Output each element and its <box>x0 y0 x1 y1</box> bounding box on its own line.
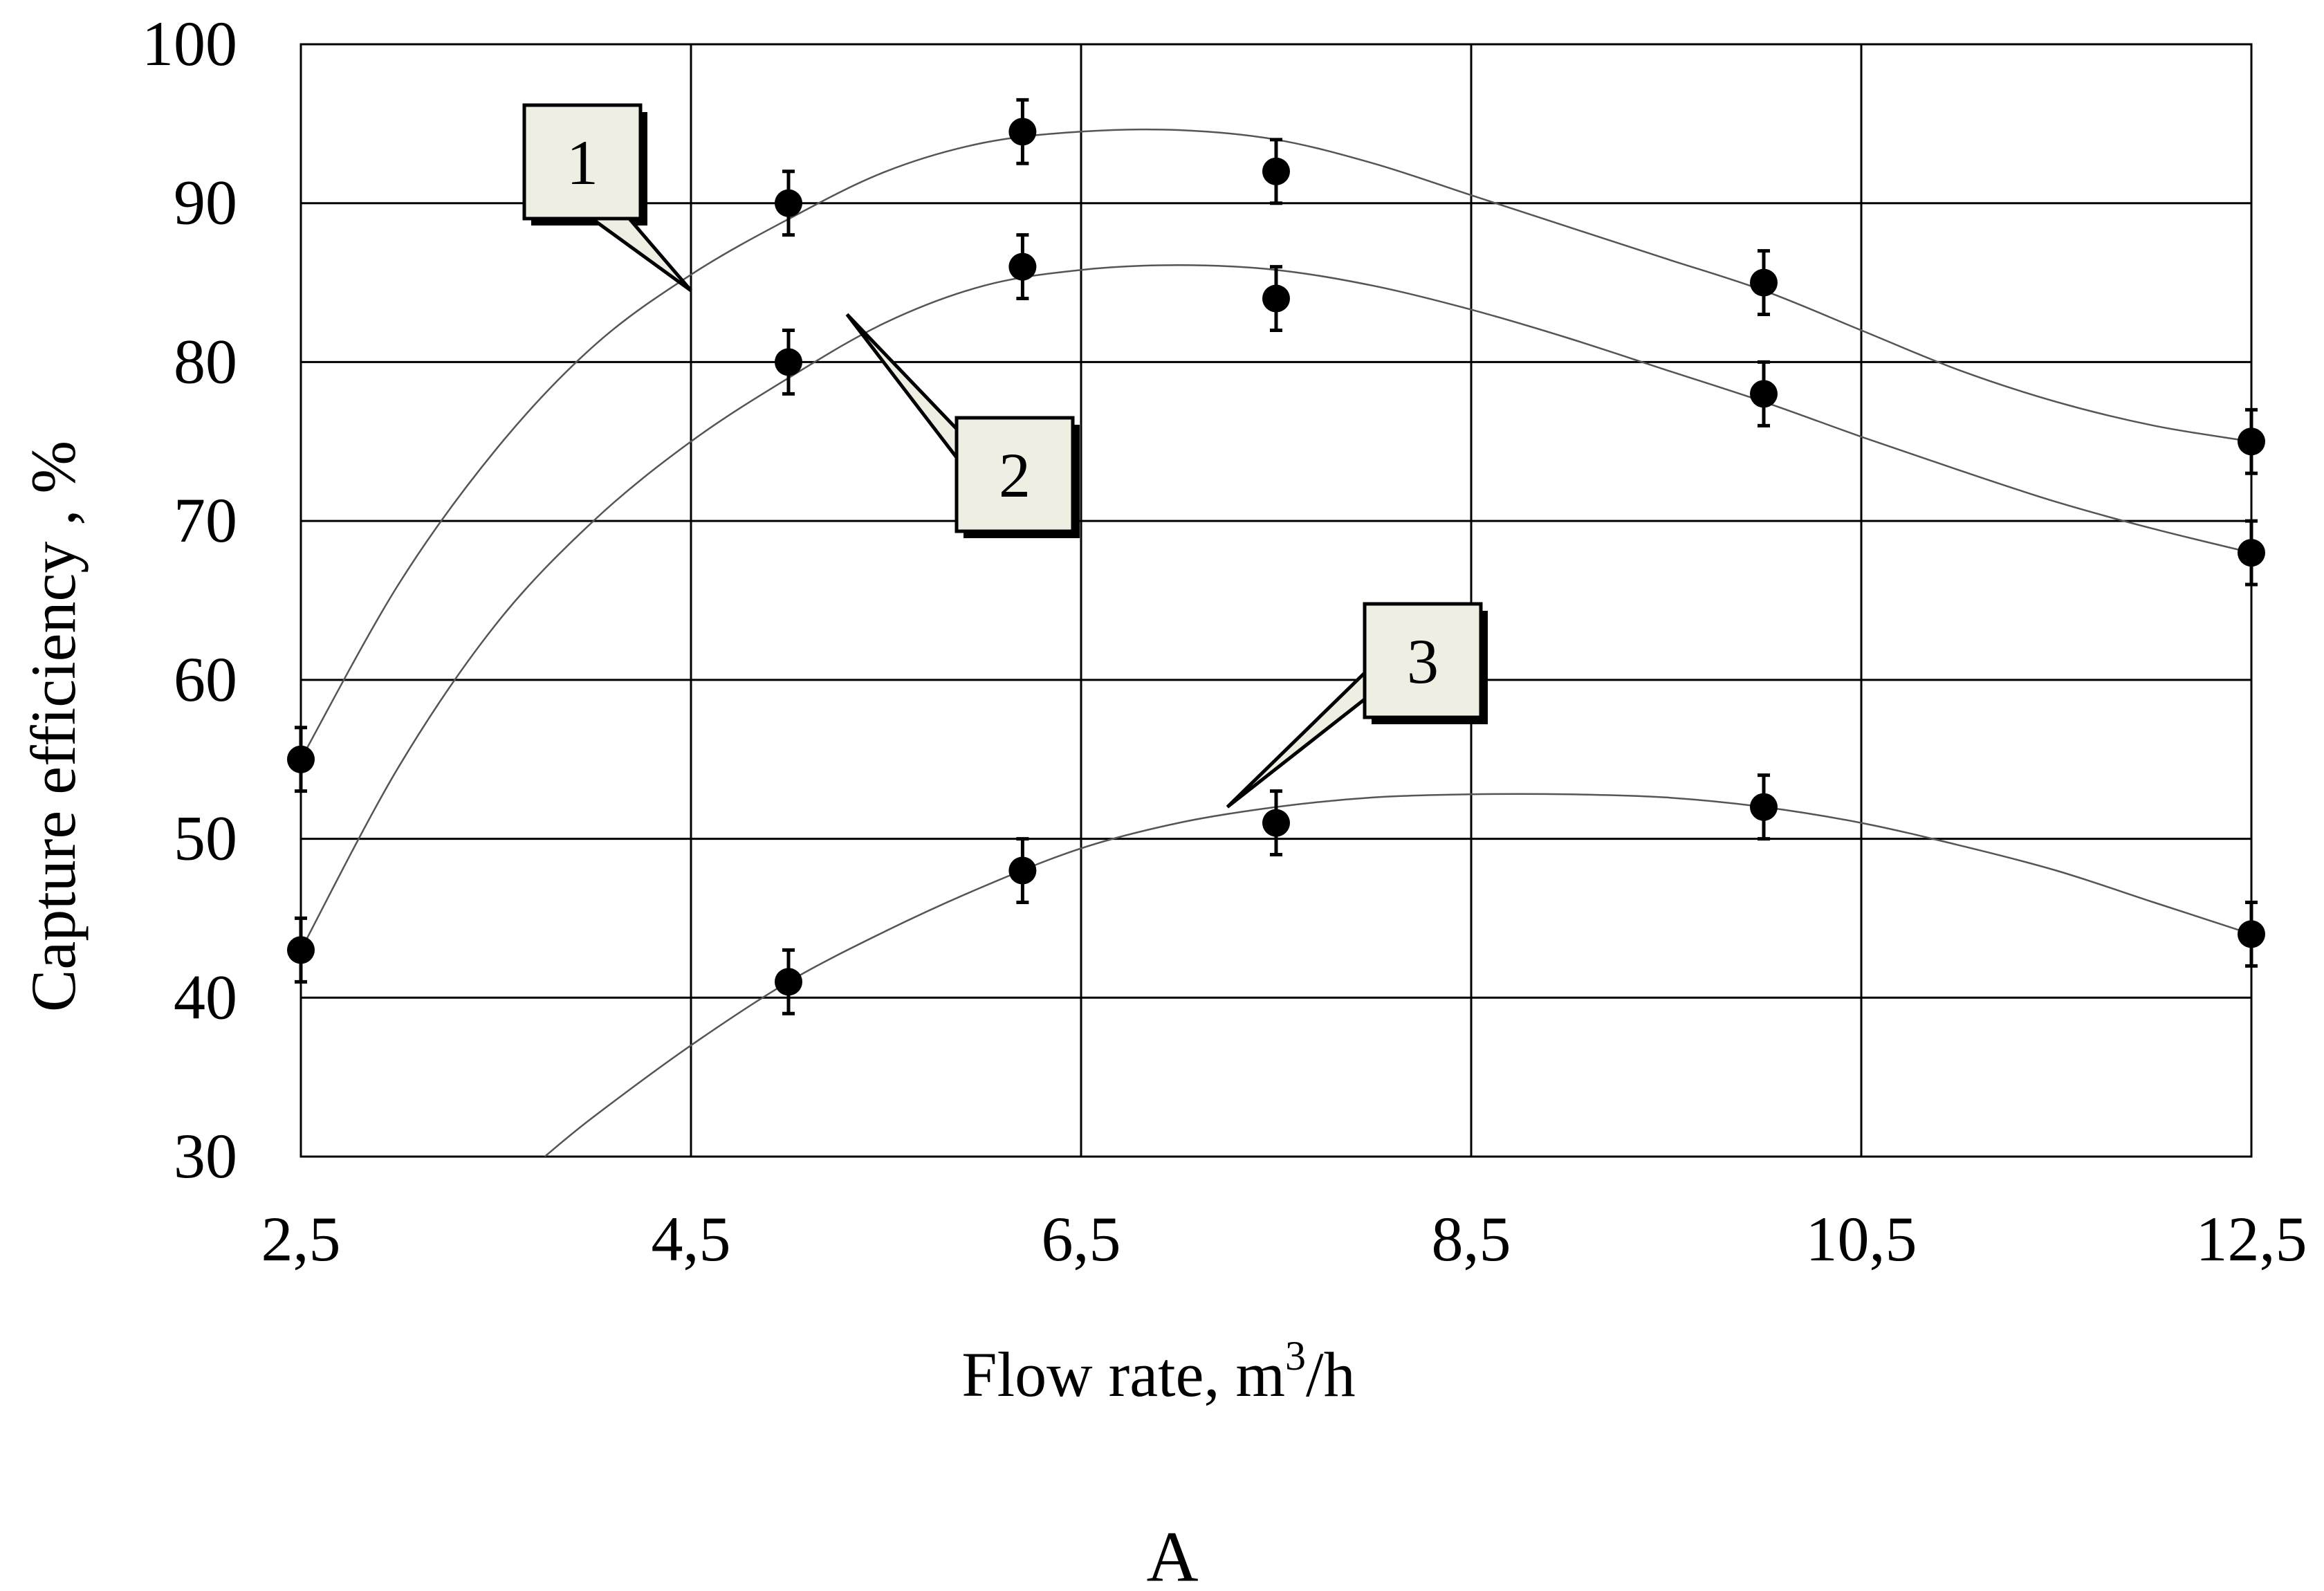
fit-curve-series-3 <box>544 793 2251 1157</box>
callout-label: 3 <box>1407 626 1439 697</box>
data-point-series-2 <box>287 936 315 964</box>
data-point-series-2 <box>1262 284 1290 313</box>
callout-label: 1 <box>566 127 598 198</box>
data-point-series-3 <box>775 968 802 996</box>
data-point-series-1 <box>775 189 802 217</box>
x-axis-title: Flow rate, m3/h <box>961 1333 1355 1410</box>
plot-border <box>299 43 2253 1158</box>
data-point-series-1 <box>1008 118 1037 146</box>
data-point-series-1 <box>1750 268 1778 297</box>
x-tick-label: 6,5 <box>1042 1204 1121 1274</box>
callout-pointer <box>1226 662 1374 809</box>
y-tick-label: 40 <box>174 962 237 1032</box>
data-point-series-3 <box>2238 920 2265 948</box>
tick-labels: 2,5 4,5 6,5 8,5 10,5 12,5 30 40 50 60 70 80 90 100 <box>142 8 2307 1274</box>
y-tick-label: 80 <box>174 326 237 396</box>
callout-box-fill <box>526 107 638 217</box>
x-tick-label: 2,5 <box>261 1204 341 1274</box>
data-point-series-1 <box>1262 157 1290 185</box>
callout-label: 2 <box>999 440 1031 511</box>
callout-1: 1 <box>522 103 692 293</box>
data-point-series-3 <box>1750 793 1778 821</box>
data-point-series-1 <box>2238 427 2265 456</box>
y-tick-label: 30 <box>174 1121 237 1191</box>
callout-2: 2 <box>845 313 1080 538</box>
callout-pointer <box>845 313 960 465</box>
x-tick-label: 10,5 <box>1806 1204 1917 1274</box>
x-axis-title-tail: /h <box>1306 1339 1356 1410</box>
data-point-series-3 <box>1008 856 1037 885</box>
x-tick-label: 12,5 <box>2196 1204 2307 1274</box>
y-axis-title: Capture efficiency , % <box>18 441 89 1012</box>
y-tick-label: 60 <box>174 644 237 715</box>
data-point-series-3 <box>1262 809 1290 837</box>
data-points <box>287 98 2265 1015</box>
callout-3: 3 <box>1226 602 1488 809</box>
data-point-series-2 <box>2238 539 2265 567</box>
x-tick-label: 8,5 <box>1432 1204 1511 1274</box>
panel-label: A <box>1146 1517 1198 1591</box>
y-tick-label: 100 <box>142 8 237 79</box>
y-tick-label: 50 <box>174 803 237 874</box>
callout-box-fill <box>959 420 1071 529</box>
callouts: 1 2 3 <box>522 103 1488 809</box>
x-axis-title-main: Flow rate, m <box>961 1339 1285 1410</box>
fit-curve-series-2 <box>301 264 2251 950</box>
data-point-series-1 <box>287 745 315 773</box>
data-point-series-2 <box>1008 252 1037 281</box>
fit-curve-series-1 <box>301 128 2251 760</box>
x-axis-title-superscript: 3 <box>1285 1333 1306 1379</box>
data-point-series-2 <box>1750 380 1778 408</box>
y-tick-label: 90 <box>174 167 237 238</box>
y-tick-label: 70 <box>174 485 237 555</box>
callout-pointer <box>584 215 692 293</box>
callout-box-fill <box>1367 606 1479 715</box>
x-tick-label: 4,5 <box>652 1204 731 1274</box>
data-point-series-2 <box>775 348 802 376</box>
